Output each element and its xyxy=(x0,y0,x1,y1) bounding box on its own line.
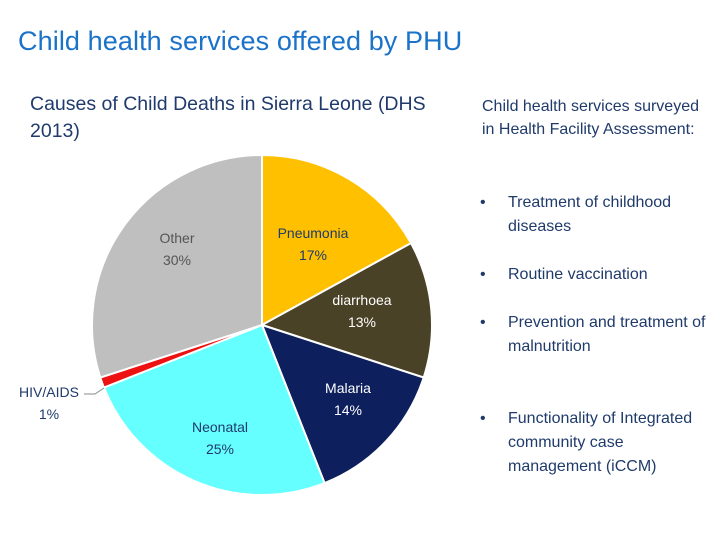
slice-label-other: Other xyxy=(159,230,194,246)
slice-label-neonatal: Neonatal xyxy=(192,419,248,435)
service-item-text: Treatment of childhood diseases xyxy=(508,194,672,235)
service-item: • Prevention and treatment of malnutriti… xyxy=(480,311,715,359)
slice-value-malaria: 14% xyxy=(334,402,362,418)
service-item: • Treatment of childhood diseases xyxy=(480,191,715,239)
slice-value-pneumonia: 17% xyxy=(299,247,327,263)
bullet-icon: • xyxy=(480,410,486,427)
slice-value-other: 30% xyxy=(163,252,191,268)
service-item-text: Functionality of Integrated community ca… xyxy=(508,410,693,475)
pie-slice-pneumonia xyxy=(261,153,413,327)
pie-slice-diarrhoea xyxy=(259,241,433,379)
slice-label-pneumonia: Pneumonia xyxy=(278,225,349,241)
pie-slice-other xyxy=(91,153,263,379)
slice-label-malaria: Malaria xyxy=(325,380,371,396)
slice-value-diarrhoea: 13% xyxy=(348,314,376,330)
service-item: • Routine vaccination xyxy=(480,263,715,287)
pie-slice-malaria xyxy=(260,323,425,485)
pie-slice-neonatal xyxy=(102,323,326,496)
service-item: • Functionality of Integrated community … xyxy=(480,407,715,479)
chart-title: Causes of Child Deaths in Sierra Leone (… xyxy=(30,93,426,143)
service-item-text: Routine vaccination xyxy=(508,266,648,283)
leader-line-hiv-aids xyxy=(84,387,105,395)
slice-value-hiv-aids: 1% xyxy=(39,406,59,422)
slice-label-hiv-aids: HIV/AIDS xyxy=(19,384,79,400)
service-item-text: Prevention and treatment of malnutrition xyxy=(508,314,706,355)
slice-value-neonatal: 25% xyxy=(206,441,234,457)
bullet-icon: • xyxy=(480,194,486,211)
bullet-icon: • xyxy=(480,314,486,331)
services-panel-title: Child health services surveyed in Health… xyxy=(482,98,699,139)
page-title: Child health services offered by PHU xyxy=(18,26,463,56)
bullet-icon: • xyxy=(480,266,486,283)
slice-label-diarrhoea: diarrhoea xyxy=(332,292,391,308)
